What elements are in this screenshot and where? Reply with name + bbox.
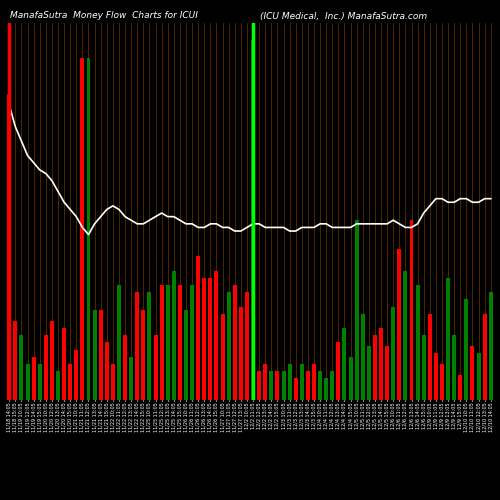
Bar (324, 378, 328, 400)
Bar (136, 292, 139, 400)
Bar (300, 364, 304, 400)
Bar (251, 40, 255, 400)
Bar (111, 364, 115, 400)
Bar (330, 371, 334, 400)
Bar (342, 328, 346, 400)
Bar (294, 378, 298, 400)
Bar (190, 285, 194, 400)
Bar (166, 285, 170, 400)
Bar (257, 371, 261, 400)
Bar (214, 270, 218, 400)
Bar (288, 364, 292, 400)
Bar (226, 292, 230, 400)
Bar (270, 371, 274, 400)
Bar (220, 314, 224, 400)
Bar (348, 357, 352, 400)
Bar (80, 58, 84, 400)
Bar (129, 357, 133, 400)
Bar (154, 336, 158, 400)
Bar (482, 314, 486, 400)
Bar (105, 342, 109, 400)
Bar (239, 306, 243, 400)
Bar (38, 364, 42, 400)
Bar (434, 354, 438, 400)
Bar (410, 220, 414, 400)
Bar (86, 58, 90, 400)
Bar (306, 371, 310, 400)
Bar (26, 364, 30, 400)
Bar (452, 336, 456, 400)
Bar (416, 285, 420, 400)
Text: (ICU Medical,  Inc.) ManafaSutra.com: (ICU Medical, Inc.) ManafaSutra.com (260, 12, 427, 20)
Bar (422, 336, 426, 400)
Bar (68, 364, 72, 400)
Bar (367, 346, 371, 400)
Bar (464, 300, 468, 400)
Bar (233, 285, 236, 400)
Bar (440, 364, 444, 400)
Bar (336, 342, 340, 400)
Bar (373, 336, 377, 400)
Bar (178, 285, 182, 400)
Bar (160, 285, 164, 400)
Bar (20, 336, 24, 400)
Bar (282, 371, 286, 400)
Bar (385, 346, 389, 400)
Bar (8, 94, 11, 400)
Bar (117, 285, 121, 400)
Bar (74, 350, 78, 400)
Bar (14, 321, 18, 400)
Bar (208, 278, 212, 400)
Bar (428, 314, 432, 400)
Bar (404, 270, 407, 400)
Bar (184, 310, 188, 400)
Bar (318, 371, 322, 400)
Bar (312, 364, 316, 400)
Bar (142, 310, 146, 400)
Bar (379, 328, 383, 400)
Bar (361, 314, 364, 400)
Bar (398, 249, 402, 400)
Bar (391, 306, 395, 400)
Bar (458, 375, 462, 400)
Bar (148, 292, 152, 400)
Text: ManafaSutra  Money Flow  Charts for ICUI: ManafaSutra Money Flow Charts for ICUI (10, 12, 198, 20)
Bar (92, 310, 96, 400)
Bar (245, 292, 249, 400)
Bar (50, 321, 54, 400)
Bar (276, 371, 280, 400)
Bar (62, 328, 66, 400)
Bar (196, 256, 200, 400)
Bar (470, 346, 474, 400)
Bar (489, 292, 492, 400)
Bar (446, 278, 450, 400)
Bar (202, 278, 206, 400)
Bar (123, 336, 127, 400)
Bar (56, 371, 60, 400)
Bar (264, 364, 267, 400)
Bar (354, 220, 358, 400)
Bar (172, 270, 176, 400)
Bar (44, 336, 48, 400)
Bar (32, 357, 36, 400)
Bar (98, 310, 102, 400)
Bar (476, 354, 480, 400)
